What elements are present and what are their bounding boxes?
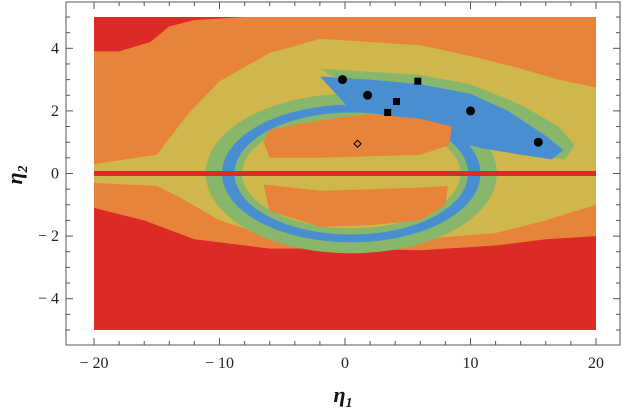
y-tick-label: 4 [51,40,59,57]
square-marker [392,98,400,106]
square-marker [414,77,422,85]
region-orange-inner-lower [263,184,448,227]
x-tick-label: − 10 [205,355,234,372]
contour-regions [94,17,596,330]
y-tick-label: 2 [51,103,59,120]
y-tick-label: − 2 [38,228,59,245]
x-tick-label: 10 [463,355,479,372]
region-blue-crescent [319,76,564,160]
square-marker [384,108,392,116]
diamond-marker [353,139,362,148]
region-red-axis-line [94,171,596,176]
x-tick-label: − 20 [79,355,108,372]
x-tick-label: 20 [588,355,604,372]
circle-marker [466,106,475,116]
x-axis-ticks: − 20 − 10 0 10 20 [79,2,604,372]
y-axis-label: η2 [2,165,31,184]
y-axis-ticks: − 4 − 2 0 2 4 [38,16,620,331]
x-axis-label: η1 [333,382,352,410]
data-markers [337,75,543,148]
x-tick-label: 0 [341,355,349,372]
circle-marker [337,75,347,85]
circle-marker [533,137,543,147]
circle-marker [363,90,373,100]
region-orange-inner-upper [263,114,452,158]
y-tick-label: 0 [51,166,59,183]
y-tick-label: − 4 [38,291,59,308]
